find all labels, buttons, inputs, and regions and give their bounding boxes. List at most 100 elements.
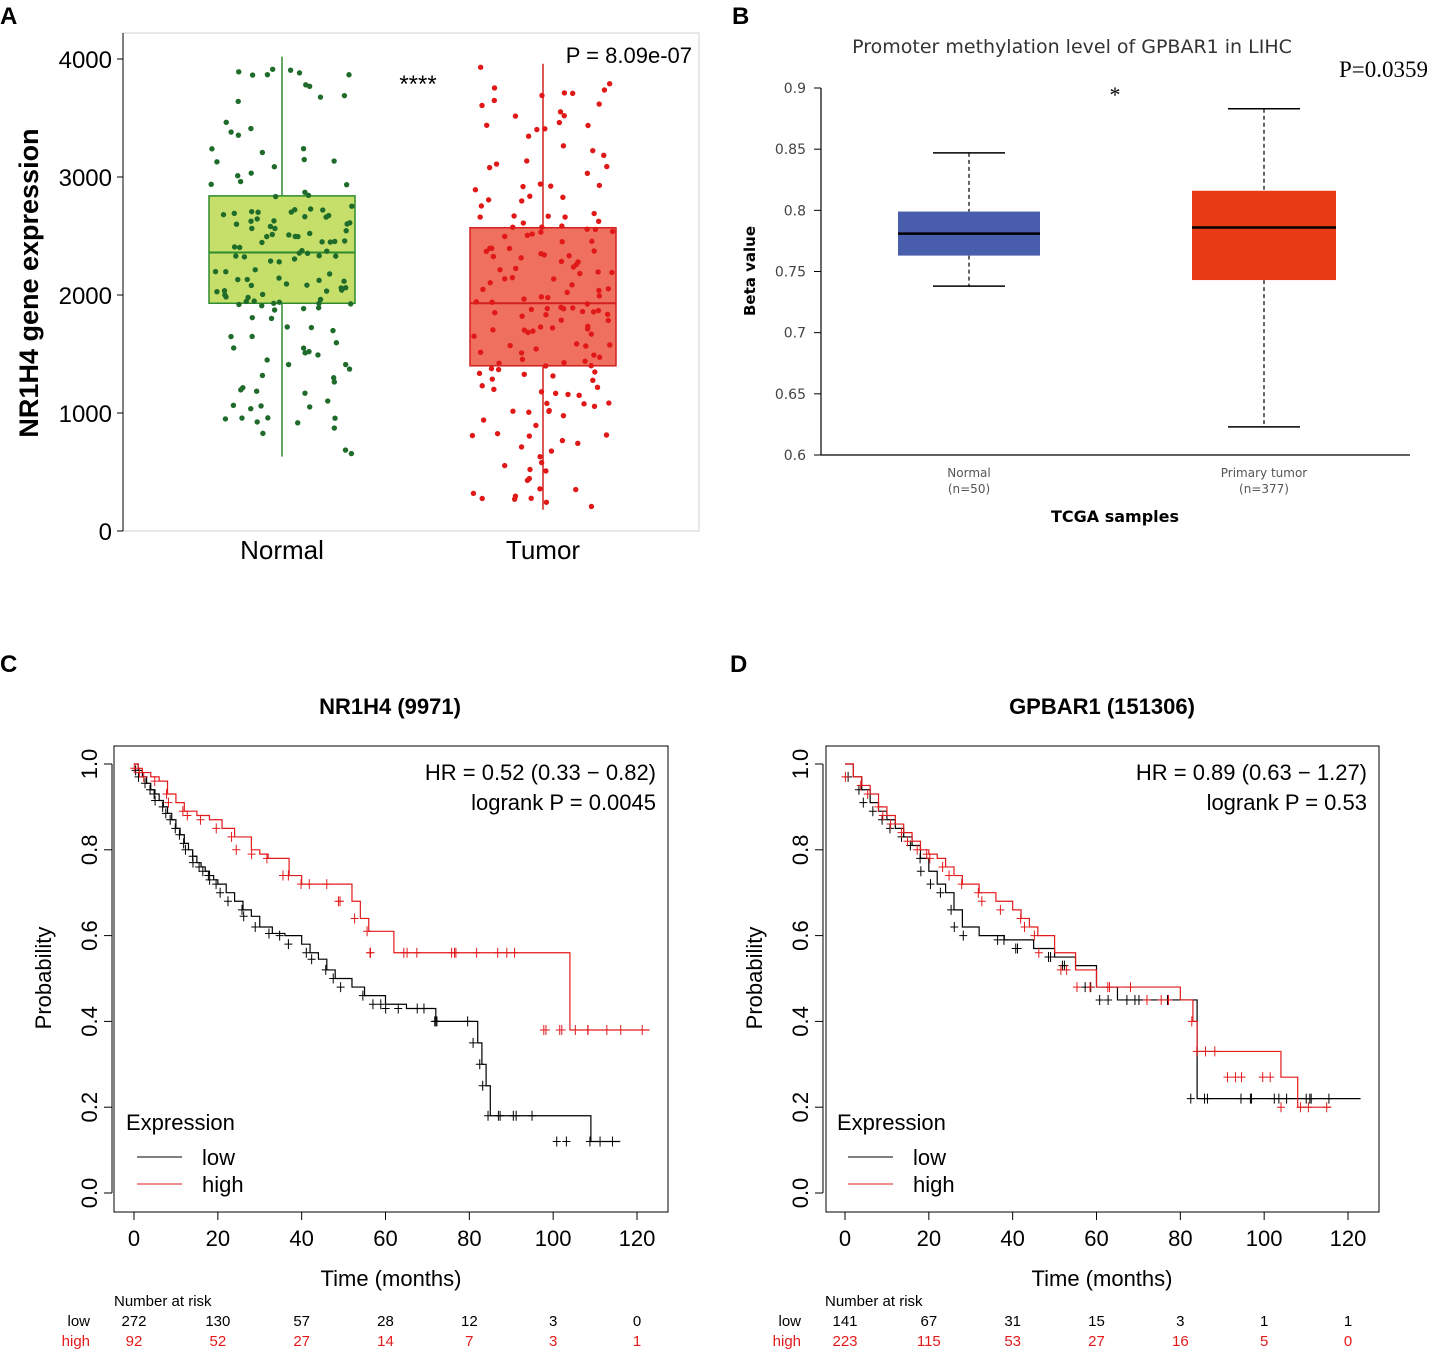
panel-label-b: B [732, 3, 749, 30]
panel-a-point-tumor [562, 214, 568, 220]
panel-a-point-normal [267, 223, 274, 230]
panel-a-point-tumor [606, 400, 612, 406]
panel-c-censor-mark-high [336, 896, 345, 907]
panel-a-point-normal [348, 450, 355, 457]
panel-a-point-tumor [609, 269, 615, 276]
panel-a-point-tumor [560, 412, 567, 419]
panel-a-point-normal [235, 132, 242, 138]
panel-d-x-tick-label: 20 [917, 1226, 941, 1251]
panel-c-censor-mark-high [297, 879, 306, 890]
panel-a-point-tumor [476, 370, 483, 377]
panel-c-censor-mark-low [284, 939, 293, 950]
panel-a-point-tumor [529, 231, 535, 237]
panel-a-point-normal [331, 425, 338, 431]
panel-a-point-tumor [478, 203, 485, 209]
panel-d-y-tick-label: 0.8 [788, 835, 813, 866]
panel-a-point-tumor [510, 224, 516, 230]
panel-a-point-tumor [537, 453, 543, 460]
panel-c-censor-mark-low [175, 829, 184, 840]
panel-b-y-tick-label: 0.6 [784, 448, 806, 464]
panel-c-censor-mark-low [161, 808, 170, 819]
panel-d-censor-mark-high [1105, 982, 1114, 993]
panel-a-point-tumor [557, 109, 564, 115]
panel-a-point-tumor [527, 466, 533, 473]
panel-d-censor-mark-high [886, 819, 895, 830]
panel-a-point-tumor [526, 475, 533, 482]
panel-a-point-tumor [560, 143, 567, 149]
panel-d-censor-mark-high [1157, 994, 1166, 1005]
panel-c-censor-mark-low [528, 1110, 537, 1121]
panel-c-legend-low-label: low [202, 1145, 235, 1170]
panel-d-logrank: logrank P = 0.53 [1207, 790, 1367, 815]
panel-a-point-normal [228, 333, 234, 340]
panel-d-risk-value: 141 [832, 1313, 857, 1330]
panel-a-point-tumor [588, 331, 595, 337]
panel-c-risk-value: 272 [121, 1313, 146, 1330]
panel-a-point-tumor [579, 308, 586, 315]
panel-d-censor-mark-high [1142, 994, 1151, 1005]
panel-a-point-tumor [558, 304, 564, 311]
panel-a-point-tumor [561, 112, 567, 119]
panel-a-point-tumor [473, 299, 480, 305]
panel-a-point-normal [300, 145, 307, 152]
panel-c-censor-mark-low [469, 1037, 478, 1048]
panel-b-x-count-normal: (n=50) [948, 482, 990, 496]
panel-d-risk-row-label-low: low [778, 1313, 801, 1330]
panel-c-censor-mark-low [475, 1059, 484, 1070]
panel-a-point-tumor [605, 286, 612, 292]
panel-a-point-normal [271, 307, 278, 313]
panel-a-point-normal [333, 253, 339, 259]
panel-a-point-normal [295, 233, 301, 240]
panel-d-censor-mark-low [916, 866, 925, 877]
panel-a-point-normal [276, 275, 282, 281]
panel-a-point-tumor [518, 255, 524, 261]
panel-a-point-tumor [560, 194, 566, 201]
panel-a-point-normal [235, 98, 241, 105]
panel-c-censor-mark-high [638, 1024, 647, 1035]
panel-c-censor-mark-high [150, 776, 159, 787]
panel-a-point-tumor [558, 258, 565, 265]
panel-a-point-tumor [548, 183, 554, 189]
panel-b: B Promoter methylation level of GPBAR1 i… [732, 3, 1428, 526]
panel-a-point-normal [264, 233, 270, 240]
panel-a-point-tumor [561, 90, 568, 96]
panel-a-point-normal [308, 324, 315, 331]
panel-a-point-tumor [584, 326, 591, 332]
panel-c-y-tick-label: 0.8 [77, 835, 102, 866]
panel-a-point-tumor [543, 499, 550, 505]
panel-a-point-normal [269, 231, 276, 238]
panel-a-point-tumor [603, 432, 610, 438]
panel-c-risk-value: 0 [633, 1313, 641, 1330]
panel-a-point-normal [296, 250, 303, 256]
panel-a-point-normal [208, 181, 214, 188]
panel-c-censor-mark-low [608, 1136, 617, 1147]
panel-a-point-tumor [570, 305, 576, 311]
panel-c-y-axis-label: Probability [31, 927, 56, 1030]
panel-c-title: NR1H4 (9971) [319, 694, 461, 719]
panel-a-point-tumor [528, 495, 534, 502]
panel-a-point-tumor [538, 229, 544, 235]
panel-a-point-tumor [528, 306, 535, 313]
panel-a-point-normal [268, 315, 275, 322]
panel-c-censor-mark-high [178, 806, 187, 817]
panel-label-d: D [730, 651, 747, 678]
panel-a-point-normal [249, 72, 256, 78]
panel-d-censor-mark-high [1266, 1072, 1275, 1083]
panel-a-point-tumor [490, 253, 497, 260]
panel-d-censor-mark-low [1270, 1093, 1279, 1104]
panel-c-risk-value: 57 [293, 1313, 310, 1330]
panel-a-point-normal [307, 404, 313, 410]
panel-c-y-tick-label: 0.6 [77, 920, 102, 951]
panel-c-risk-value: 92 [126, 1333, 143, 1350]
panel-a-point-normal [304, 282, 310, 288]
panel-a-point-tumor [487, 280, 493, 286]
panel-b-y-tick-label: 0.7 [784, 326, 806, 342]
panel-c-censor-mark-low [179, 838, 188, 849]
panel-c-censor-mark-high [139, 771, 148, 782]
panel-c-censor-mark-low [394, 1003, 403, 1014]
panel-d-censor-mark-low [1134, 994, 1143, 1005]
panel-d-censor-mark-high [996, 904, 1005, 915]
panel-a-point-tumor [470, 490, 477, 497]
panel-c-x-axis-label: Time (months) [321, 1266, 462, 1291]
panel-c-risk-value: 28 [377, 1313, 394, 1330]
